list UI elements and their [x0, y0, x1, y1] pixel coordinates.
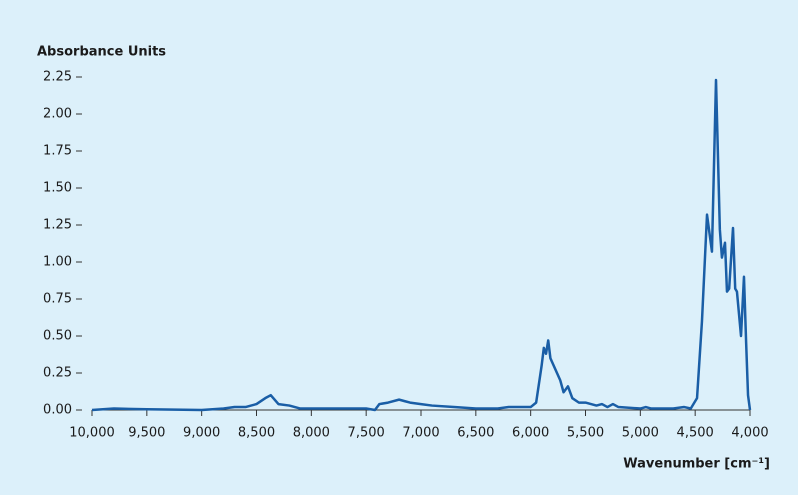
x-tick-label: 9,500: [128, 426, 165, 441]
y-tick-label: 2.25: [43, 70, 72, 85]
spectrum-line: [91, 78, 752, 412]
y-axis-label: Absorbance Units: [37, 45, 166, 60]
x-tick-label: 4,000: [731, 426, 768, 441]
x-tick-label: 6,000: [512, 426, 549, 441]
x-axis-label: Wavenumber [cm⁻¹]: [623, 457, 770, 472]
x-tick-label: 9,000: [183, 426, 220, 441]
y-tick-label: 0.00: [43, 403, 72, 418]
y-tick-label: 1.50: [43, 181, 72, 196]
y-tick-label: 0.75: [43, 292, 72, 307]
x-tick-label: 7,500: [348, 426, 385, 441]
y-tick-label: 1.25: [43, 218, 72, 233]
x-tick-label: 8,000: [293, 426, 330, 441]
y-tick-label: 1.75: [43, 144, 72, 159]
x-tick-label: 5,500: [567, 426, 604, 441]
y-tick-label: 1.00: [43, 255, 72, 270]
x-tick-label: 10,000: [69, 426, 115, 441]
y-tick-label: 0.50: [43, 329, 72, 344]
y-tick-label: 2.00: [43, 107, 72, 122]
x-tick-label: 8,500: [238, 426, 275, 441]
x-tick-label: 7,000: [402, 426, 439, 441]
y-tick-label: 0.25: [43, 366, 72, 381]
x-tick-label: 5,000: [622, 426, 659, 441]
x-tick-label: 6,500: [457, 426, 494, 441]
x-tick-label: 4,500: [677, 426, 714, 441]
